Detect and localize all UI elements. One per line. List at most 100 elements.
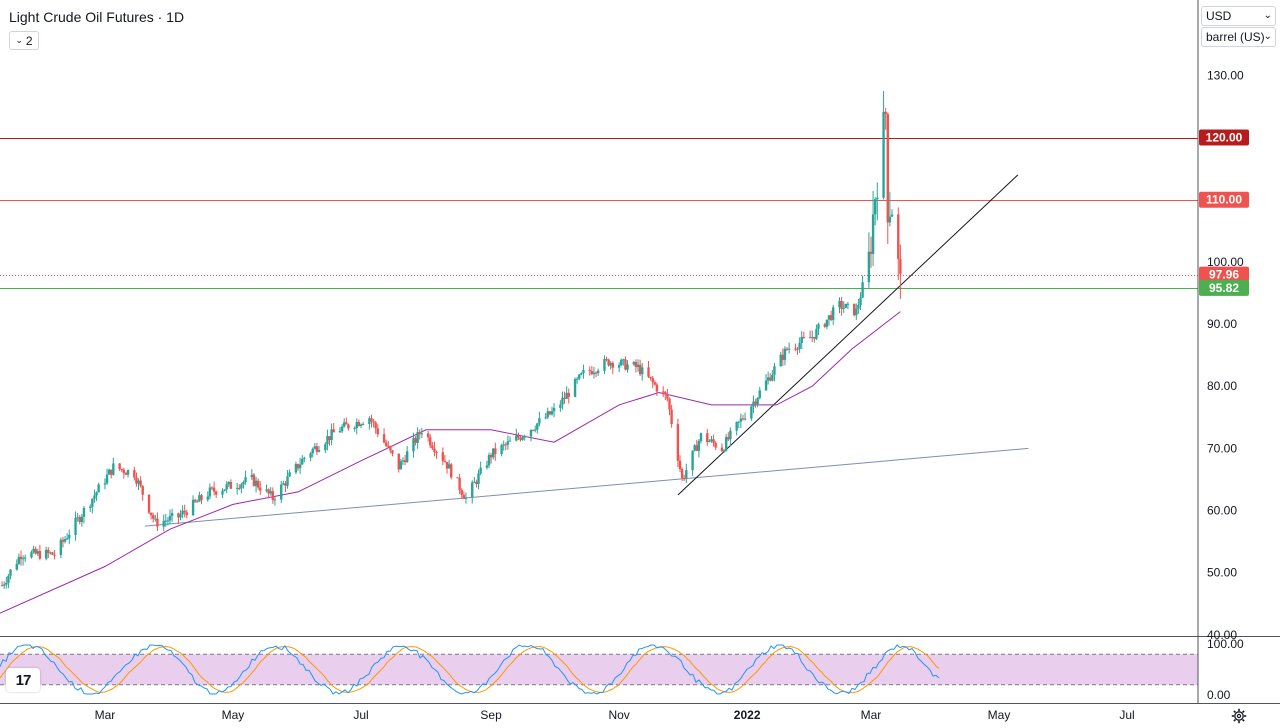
tradingview-logo[interactable]: 17 [6,668,40,692]
candle [727,432,730,442]
candle-body [519,437,522,440]
candle-body [739,418,743,422]
candle [288,469,291,477]
candle-body [764,380,768,391]
candle [44,546,48,561]
candle-body [678,460,682,469]
candle [156,512,159,532]
candle-body [317,450,321,452]
price-tick-label: 70.00 [1207,441,1237,455]
candle [575,376,579,384]
candle-body [869,251,873,254]
candle [51,551,54,555]
candle-body [164,520,168,522]
candle-body [458,477,461,490]
price-tick-label: 80.00 [1207,379,1237,393]
candle-body [441,452,445,461]
candle [355,418,358,435]
candle-body [741,418,745,420]
candle-body [544,417,547,419]
candle-body [296,463,300,469]
candle-body [126,470,130,475]
candle [779,351,782,367]
indicators-toggle-button[interactable]: ⌄ 2 [9,31,39,50]
candle [737,421,740,429]
candle-body [177,513,180,518]
candle [17,553,21,566]
currency-select[interactable]: USD ⌄ [1201,6,1276,26]
candle-body [405,451,409,463]
candle [76,512,79,522]
candle [533,425,537,433]
candle [154,514,157,522]
candle [326,429,329,451]
candle [666,388,669,402]
candle-body [475,481,478,485]
candle [313,442,317,450]
candle-body [355,421,358,428]
candle-body [473,481,476,483]
candle-body [200,495,203,500]
candle-body [338,431,342,433]
candle-body [141,485,144,495]
candle [624,356,627,371]
candle-body [785,348,789,350]
candle-body [500,445,503,454]
candle [838,297,841,314]
gear-icon[interactable] [1229,706,1249,726]
candle [389,445,392,454]
candle [412,432,415,458]
candle [462,491,466,500]
candle-body [332,429,335,433]
candle [110,469,113,479]
candle [697,439,701,458]
candle [118,463,121,471]
candle-body [256,480,260,488]
candle-body [855,308,858,316]
candle [443,455,447,463]
candle-body [370,418,373,422]
candle-body [888,216,892,223]
candle-body [288,472,291,477]
candle-body [447,464,451,469]
candle [710,435,713,443]
candle-body [68,534,71,539]
candle [897,207,900,281]
candle-body [565,392,568,399]
candle [720,443,724,453]
candle [177,512,180,525]
candle-body [5,582,8,585]
candle [361,421,365,426]
candle-body [563,397,566,399]
candle [191,495,195,517]
candle-body [632,362,636,365]
candle [210,486,214,491]
price-label-bg [1199,266,1249,283]
candle-body [708,441,711,443]
candle-body [494,448,497,454]
candle-body [284,483,287,486]
candle [445,461,449,474]
candle-body [653,382,657,385]
price-label: 120.00 [1199,129,1249,146]
candle [95,491,98,501]
candle [447,459,451,469]
candle-body [32,548,35,553]
candle [93,489,96,503]
candle-body [326,436,329,445]
candle [91,498,94,514]
candle [832,304,835,325]
candle-body [347,424,350,429]
candle-body [97,484,100,493]
candle [330,423,333,446]
candle [735,421,738,436]
candle [328,436,331,446]
candle-body [773,366,776,375]
candle [185,509,188,519]
candle-body [596,370,600,374]
candle [682,474,686,482]
unit-select[interactable]: barrel (US) ⌄ [1201,27,1276,47]
candle [374,420,377,434]
candle [743,412,747,421]
